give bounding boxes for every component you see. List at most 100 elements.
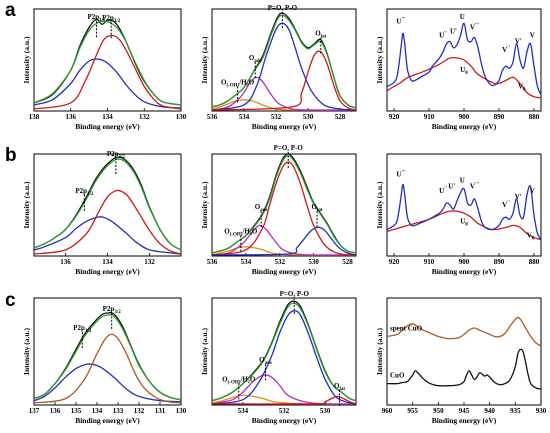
chart-a2-series-4	[211, 12, 357, 109]
chart-c3-xtick-label-3: 945	[459, 407, 470, 415]
chart-b3-annotation-5-sub: 0	[465, 222, 468, 227]
chart-b3-xtick-label-2: 900	[459, 258, 470, 266]
chart-a3-annotation-6-main: V	[502, 46, 507, 54]
chart-b2-xtick-label-0: 536	[207, 258, 218, 266]
chart-b1-annotation-1-sub: 3/2	[119, 155, 126, 160]
chart-b1-xtick-label-2: 132	[144, 258, 155, 266]
chart-b3-annotation-4-main: V	[470, 183, 475, 191]
chart-c3-xtick-label-0: 960	[382, 407, 393, 415]
chart-a2-annotation-1: Oads	[249, 54, 262, 64]
chart-b2-xtick-label-1: 534	[241, 258, 252, 266]
chart-b2-annotation-3-sub: (-OH)	[230, 233, 243, 238]
chart-b2-series-2	[211, 161, 357, 256]
chart-a3-annotation-1: U''	[439, 32, 447, 40]
chart-b3-annotation-0: U'''	[396, 170, 406, 178]
chart-a3-annotation-5-main: U	[460, 66, 465, 74]
chart-a3-annotation-4-main: V	[470, 23, 475, 31]
chart-b3-series-1	[386, 183, 542, 241]
chart-a3-annotation-3: U	[460, 13, 465, 21]
chart-c1-annotation-1-sub: 3/2	[114, 310, 121, 315]
chart-a2-annotation-3-sub: (-OH)	[226, 83, 239, 88]
panel-b2: 536 534 532 530 528 Binding energy (eV) Intens…	[200, 144, 357, 276]
chart-c3-xlabel: Binding energy (eV)	[432, 416, 497, 425]
chart-c2-annotation-2-sub: lat	[339, 387, 345, 392]
chart-a1-series-2	[33, 18, 182, 106]
chart-c1-frame	[33, 297, 182, 406]
chart-a3-annotation-0: U'''	[396, 17, 406, 25]
chart-b2-series-5	[211, 155, 357, 254]
chart-a3-xtick-label-4: 880	[529, 113, 540, 121]
chart-b3-annotation-4-sup: '''	[475, 183, 480, 188]
chart-b3-annotation-0-sup: '''	[401, 170, 406, 175]
chart-c1-xtick-label-0: 137	[29, 407, 40, 415]
panel-b1: 136 134 132 Binding energy (eV) Intensity (a…	[22, 150, 182, 276]
chart-b1-ylabel: Intensity (a.u.)	[22, 181, 31, 228]
chart-b2-xlabel: Binding energy (eV)	[252, 267, 317, 276]
chart-c2-xlabel: Binding energy (eV)	[252, 416, 317, 425]
chart-a3-annotation-1-main: U	[439, 32, 444, 40]
chart-b2-series-1	[211, 224, 357, 256]
chart-c2-annotation-2: Olat	[334, 382, 345, 392]
chart-c2-ylabel: Intensity (a.u.)	[200, 328, 209, 375]
chart-a2-annotation-3-main: O	[221, 78, 227, 86]
chart-b3-annotation-4: V'''	[470, 183, 480, 191]
chart-a2-xtick-label-4: 528	[335, 113, 346, 121]
chart-c1-xtick-label-2: 135	[71, 407, 82, 415]
chart-a3-annotation-2: U'	[450, 27, 457, 35]
chart-a2-annotation-0-main: P=O, P-O	[268, 4, 298, 12]
chart-a2-xtick-label-2: 532	[271, 113, 282, 121]
chart-b1-annotation-0-sub: 1/2	[87, 192, 94, 197]
chart-c2-xtick-label-2: 530	[320, 407, 331, 415]
chart-b3-annotation-5-main: U	[460, 217, 465, 225]
chart-a1-annotation-1-main: P2p	[102, 14, 114, 22]
chart-c1-xlabel: Binding energy (eV)	[75, 416, 140, 425]
chart-c2-annotation-1-main: O	[259, 356, 265, 364]
chart-a3-annotation-0-main: U	[396, 17, 401, 25]
chart-a3-annotation-3-main: U	[460, 13, 465, 21]
chart-c1-annotation-1: P2p3/2	[103, 305, 122, 315]
chart-a2-annotation-2-sub: lat	[321, 35, 327, 40]
chart-a2-annotation-3-tail: /H₂O	[238, 78, 254, 86]
chart-c1-annotation-0-sub: 1/2	[85, 329, 92, 334]
chart-a1-annotation-1: P2p3/2	[102, 14, 121, 24]
chart-b1-xtick-label-1: 134	[102, 258, 113, 266]
chart-a3-annotation-7-main: V'	[515, 38, 522, 46]
chart-a3-xtick-label-2: 900	[459, 113, 470, 121]
chart-a1-ylabel: Intensity (a.u.)	[22, 36, 31, 83]
chart-c2-series-1	[211, 374, 357, 405]
chart-a1-series-1	[33, 34, 182, 110]
chart-b2-ylabel: Intensity (a.u.)	[200, 181, 209, 228]
chart-b1-series-3	[33, 158, 182, 251]
chart-c3-xtick-label-4: 940	[484, 407, 495, 415]
chart-a1-annotation-0-main: P2p	[87, 13, 99, 21]
chart-a3-annotation-5-sub: 0	[465, 71, 468, 76]
chart-c2-annotation-2-main: O	[334, 382, 340, 390]
row-label-c: c	[5, 290, 16, 311]
panel-a3: 920 910 900 890 880 Binding energy (eV) Intens…	[375, 8, 542, 131]
chart-b3-xtick-label-0: 920	[389, 258, 400, 266]
chart-c3-xtick-label-6: 930	[536, 407, 547, 415]
chart-a3-xtick-label-3: 890	[494, 113, 505, 121]
chart-c1-annotation-0-main: P2p	[73, 324, 85, 332]
chart-c1-xtick-label-5: 132	[134, 407, 145, 415]
chart-a2-frame	[211, 8, 357, 112]
chart-b3-annotation-2: U'	[448, 183, 455, 191]
chart-c1-xtick-label-4: 133	[113, 407, 124, 415]
chart-b3-annotation-1-main: U	[439, 187, 444, 195]
chart-b3-annotation-0-main: U	[396, 170, 401, 178]
chart-c2-annotation-0: P=O, P-O	[280, 290, 310, 298]
row-label-b: b	[5, 145, 17, 166]
chart-b2-annotation-2-main: O	[312, 203, 318, 211]
chart-c2-series-2	[211, 310, 357, 405]
chart-a2-xtick-label-3: 530	[303, 113, 314, 121]
chart-a2-annotation-2: Olat	[315, 30, 326, 40]
chart-a2-annotation-0: P=O, P-O	[268, 4, 298, 12]
chart-c2-series-3	[211, 395, 357, 405]
chart-a2-annotation-3: O(-OH)/H₂O	[221, 78, 255, 88]
chart-a3-annotation-4-sup: '''	[475, 23, 480, 28]
chart-a2-annotation-1-main: O	[249, 54, 255, 62]
chart-c1-xtick-label-7: 130	[176, 407, 187, 415]
chart-c3-series-label-0: spent CuO	[390, 325, 423, 333]
chart-b3-xlabel: Binding energy (eV)	[432, 267, 497, 276]
